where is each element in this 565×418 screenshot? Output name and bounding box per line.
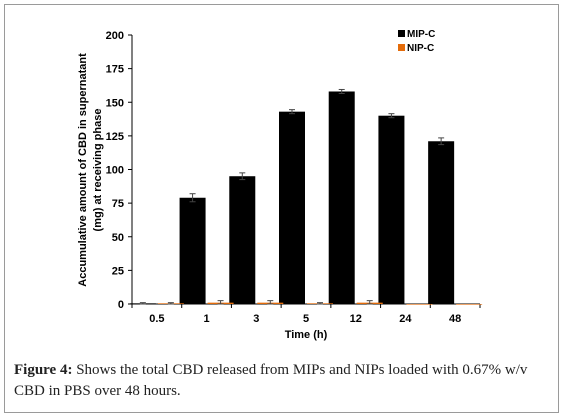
- bar-mip-c: [229, 176, 256, 304]
- y-tick-label: 100: [106, 165, 124, 177]
- legend-swatch-nip-c: [398, 44, 405, 51]
- x-axis-title: Time (h): [285, 329, 328, 341]
- bar-mip-c: [328, 91, 355, 305]
- bar-mip-c: [378, 115, 405, 304]
- y-tick-label: 75: [112, 198, 124, 210]
- bar-mip-c: [428, 141, 455, 304]
- x-tick-label: 0.5: [149, 313, 164, 325]
- figure-caption: Figure 4: Shows the total CBD released f…: [14, 360, 554, 402]
- y-tick-label: 50: [112, 232, 124, 244]
- bar-nip-c: [456, 304, 483, 305]
- bar-mip-c: [279, 111, 305, 304]
- legend-swatch-mip-c: [398, 30, 405, 37]
- x-tick-label: 3: [253, 313, 259, 325]
- y-axis-title-line-1: Accumulative amount of CBD in supernatan…: [77, 53, 89, 287]
- x-tick-label: 24: [399, 313, 412, 325]
- x-tick-label: 48: [449, 313, 461, 325]
- y-tick-label: 25: [112, 265, 124, 277]
- y-tick-label: 175: [106, 64, 124, 76]
- bar-nip-c: [406, 304, 433, 305]
- y-tick-label: 125: [106, 131, 124, 143]
- bar-mip-c: [179, 197, 206, 304]
- x-tick-label: 5: [303, 313, 309, 325]
- y-tick-label: 0: [118, 299, 124, 311]
- caption-text: Shows the total CBD released from MIPs a…: [14, 362, 528, 399]
- x-tick-label: 12: [350, 313, 362, 325]
- x-tick-label: 1: [204, 313, 210, 325]
- y-tick-label: 200: [106, 30, 124, 42]
- legend-label-mip-c: MIP-C: [407, 29, 435, 40]
- legend-label-nip-c: NIP-C: [407, 43, 434, 54]
- y-axis-title-line-2: (mg) at receiving phase: [92, 109, 104, 232]
- caption-label: Figure 4:: [14, 362, 73, 378]
- y-tick-label: 150: [106, 97, 124, 109]
